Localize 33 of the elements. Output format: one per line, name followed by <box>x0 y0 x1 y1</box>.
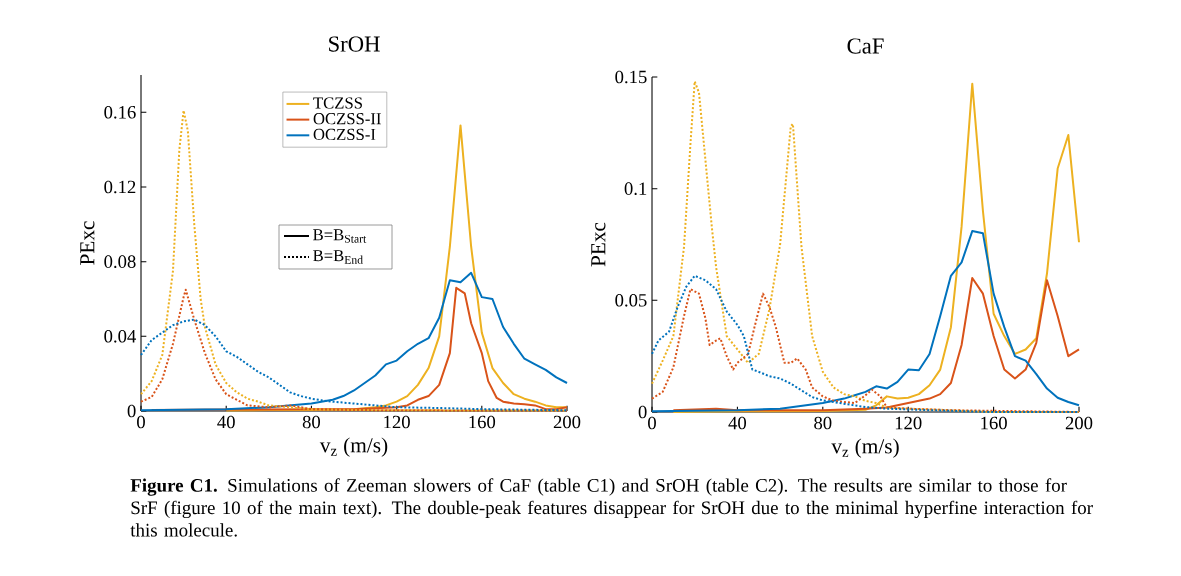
annotation: B=B$_{End}$ <box>313 250 363 264</box>
y-tick-label: 0 <box>638 405 647 419</box>
x-tick-label: 160 <box>469 415 496 429</box>
y-tick-label: 0.05 <box>615 293 647 307</box>
x-tick-label: 40 <box>728 416 747 430</box>
y-tick-label: 0 <box>127 404 136 418</box>
x-tick-label: 40 <box>217 415 235 429</box>
y-tick-label: 0.04 <box>104 329 137 343</box>
x-tick-label: 160 <box>981 416 1007 430</box>
y-tick-label: 0.08 <box>104 255 136 269</box>
x-tick-label: 120 <box>384 415 410 429</box>
legend-label: TCZSS <box>313 97 362 109</box>
y-axis-title: PExc <box>80 221 95 265</box>
chart-title: CaF <box>847 38 884 54</box>
annotation: B=B$_{Start}$ <box>313 229 367 243</box>
legend-label: OCZSS-II <box>313 113 381 125</box>
y-tick-label: 0.12 <box>104 180 136 194</box>
y-tick-label: 0.1 <box>624 182 647 196</box>
x-tick-label: 80 <box>814 416 832 430</box>
x-axis-title: v$_{z}$ (m/s) <box>319 437 388 457</box>
x-tick-label: 200 <box>553 415 581 429</box>
x-tick-label: 120 <box>895 416 922 430</box>
x-tick-label: 0 <box>648 416 656 430</box>
x-tick-label: 200 <box>1065 416 1093 430</box>
y-axis-title: PExc <box>591 222 606 267</box>
y-tick-label: 0.16 <box>104 105 136 119</box>
legend-label: OCZSS-I <box>313 128 376 141</box>
x-tick-label: 80 <box>302 415 321 429</box>
x-axis-title: v$_{z}$ (m/s) <box>831 438 899 458</box>
text: Figure C1. Simulations of Zeeman slowers of CaF (table C1) and SrOH (table C2). The results are similar to those for SrF (figure 10 of the main text). The double-peak features disappear for SrOH due to the minimal hyperfine interaction for this molecule. <box>130 478 1093 537</box>
chart-title: SrOH <box>329 36 380 52</box>
y-tick-label: 0.15 <box>615 70 647 84</box>
x-tick-label: 0 <box>137 415 145 429</box>
